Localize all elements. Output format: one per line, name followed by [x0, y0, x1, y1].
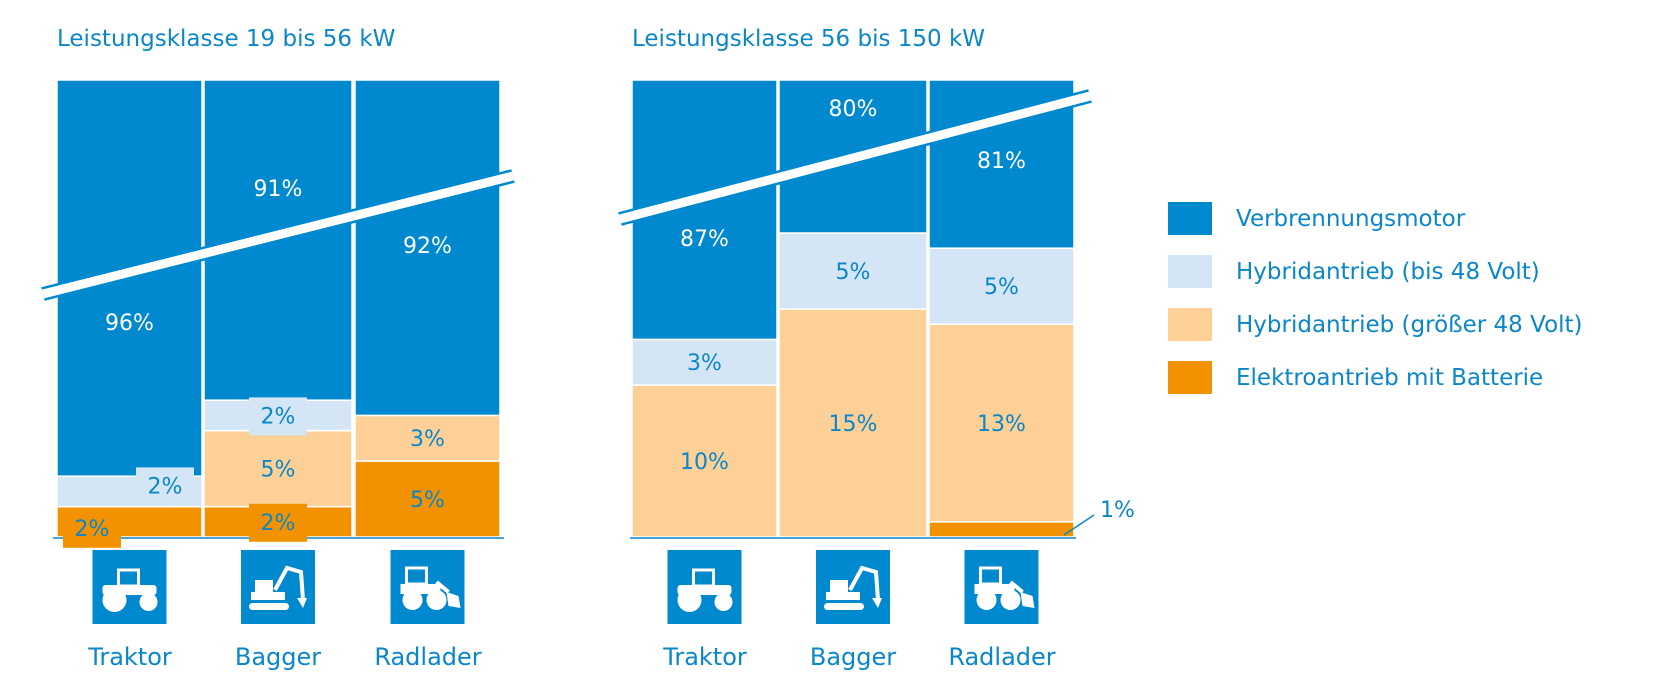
data-label: 13% — [977, 412, 1026, 437]
data-label-box — [63, 509, 121, 548]
body — [400, 584, 441, 594]
wheel — [402, 590, 423, 610]
bucket — [872, 598, 882, 608]
legend-item: Hybridantrieb (größer 48 Volt) — [1168, 298, 1583, 351]
bar-segment-hybrid_low — [631, 338, 778, 386]
legend-swatch — [1168, 361, 1212, 394]
body — [974, 584, 1015, 594]
bucket — [1020, 592, 1035, 608]
bar-segment-hybrid_low — [778, 232, 928, 310]
excavator-icon — [241, 550, 315, 624]
wheel — [426, 590, 447, 610]
chart-title-2: Leistungsklasse 56 bis 150 kW — [632, 26, 986, 52]
tractor-icon — [667, 550, 742, 624]
legend-label: Hybridantrieb (bis 48 Volt) — [1236, 258, 1540, 285]
bucket — [297, 598, 307, 608]
bar-segment-hybrid_low — [928, 247, 1075, 325]
data-label: 15% — [829, 412, 878, 437]
axis-break-band — [41, 171, 515, 299]
wheel-loader-icon — [964, 550, 1039, 624]
data-label: 10% — [680, 450, 729, 475]
arm — [273, 565, 305, 601]
bar-segment-verbrennung — [354, 79, 501, 417]
legend-label: Verbrennungsmotor — [1236, 205, 1466, 232]
category-label: Traktor — [88, 643, 172, 671]
category-label: Bagger — [234, 643, 322, 671]
data-label-box — [249, 503, 307, 542]
data-label: 3% — [410, 427, 445, 452]
leader-line — [1063, 514, 1095, 536]
track — [824, 603, 864, 610]
bar-segment-hybrid_high — [203, 429, 353, 508]
legend-label: Elektroantrieb mit Batterie — [1236, 364, 1544, 391]
data-label: 2% — [261, 404, 296, 429]
legend-item: Verbrennungsmotor — [1168, 192, 1583, 245]
cab — [830, 580, 848, 594]
cab — [255, 580, 273, 594]
category-label: Bagger — [809, 643, 897, 671]
data-label-box — [136, 467, 194, 506]
data-label: 87% — [680, 227, 729, 252]
excavator-icon — [816, 550, 890, 624]
wheel — [976, 590, 997, 610]
wheel — [102, 588, 127, 612]
data-label: 2% — [75, 517, 110, 542]
data-label: 96% — [105, 311, 154, 336]
legend-swatch — [1168, 308, 1212, 341]
data-label: 92% — [403, 234, 452, 259]
wheel — [677, 588, 702, 612]
category-label: Traktor — [663, 643, 747, 671]
data-label: 5% — [410, 488, 445, 513]
body — [826, 592, 860, 600]
legend-swatch — [1168, 202, 1212, 235]
category-label: Radlader — [948, 643, 1056, 671]
data-label: 5% — [984, 275, 1019, 300]
data-label: 91% — [254, 177, 303, 202]
data-label: 2% — [261, 511, 296, 536]
body — [251, 592, 285, 600]
data-label: 80% — [829, 97, 878, 122]
data-label: 1% — [1100, 498, 1135, 523]
bar-segment-hybrid_high — [631, 384, 778, 538]
bar-segment-elektro — [354, 460, 501, 538]
wheel — [139, 593, 158, 611]
arm — [435, 580, 450, 594]
arm — [1009, 580, 1024, 594]
axis-break-band — [618, 91, 1092, 224]
data-label: 2% — [148, 474, 183, 499]
wheel — [714, 593, 733, 611]
wheel — [1000, 590, 1021, 610]
arm — [848, 565, 880, 601]
data-label: 81% — [977, 149, 1026, 174]
tractor-icon — [92, 550, 167, 624]
data-label: 3% — [687, 351, 722, 376]
legend-swatch — [1168, 255, 1212, 288]
bar-segment-elektro — [928, 521, 1075, 538]
chart-title-1: Leistungsklasse 19 bis 56 kW — [57, 26, 396, 52]
data-label-box — [249, 397, 307, 436]
legend-label: Hybridantrieb (größer 48 Volt) — [1236, 311, 1583, 338]
bar-segment-hybrid_high — [778, 308, 928, 538]
wheel-loader-icon — [390, 550, 465, 624]
category-label: Radlader — [374, 643, 482, 671]
legend: Verbrennungsmotor Hybridantrieb (bis 48 … — [1168, 192, 1583, 404]
legend-item: Elektroantrieb mit Batterie — [1168, 351, 1583, 404]
bucket — [446, 592, 461, 608]
bar-segment-hybrid_high — [928, 323, 1075, 523]
data-label: 5% — [836, 260, 871, 285]
data-label: 5% — [261, 458, 296, 483]
track — [249, 603, 289, 610]
legend-item: Hybridantrieb (bis 48 Volt) — [1168, 245, 1583, 298]
